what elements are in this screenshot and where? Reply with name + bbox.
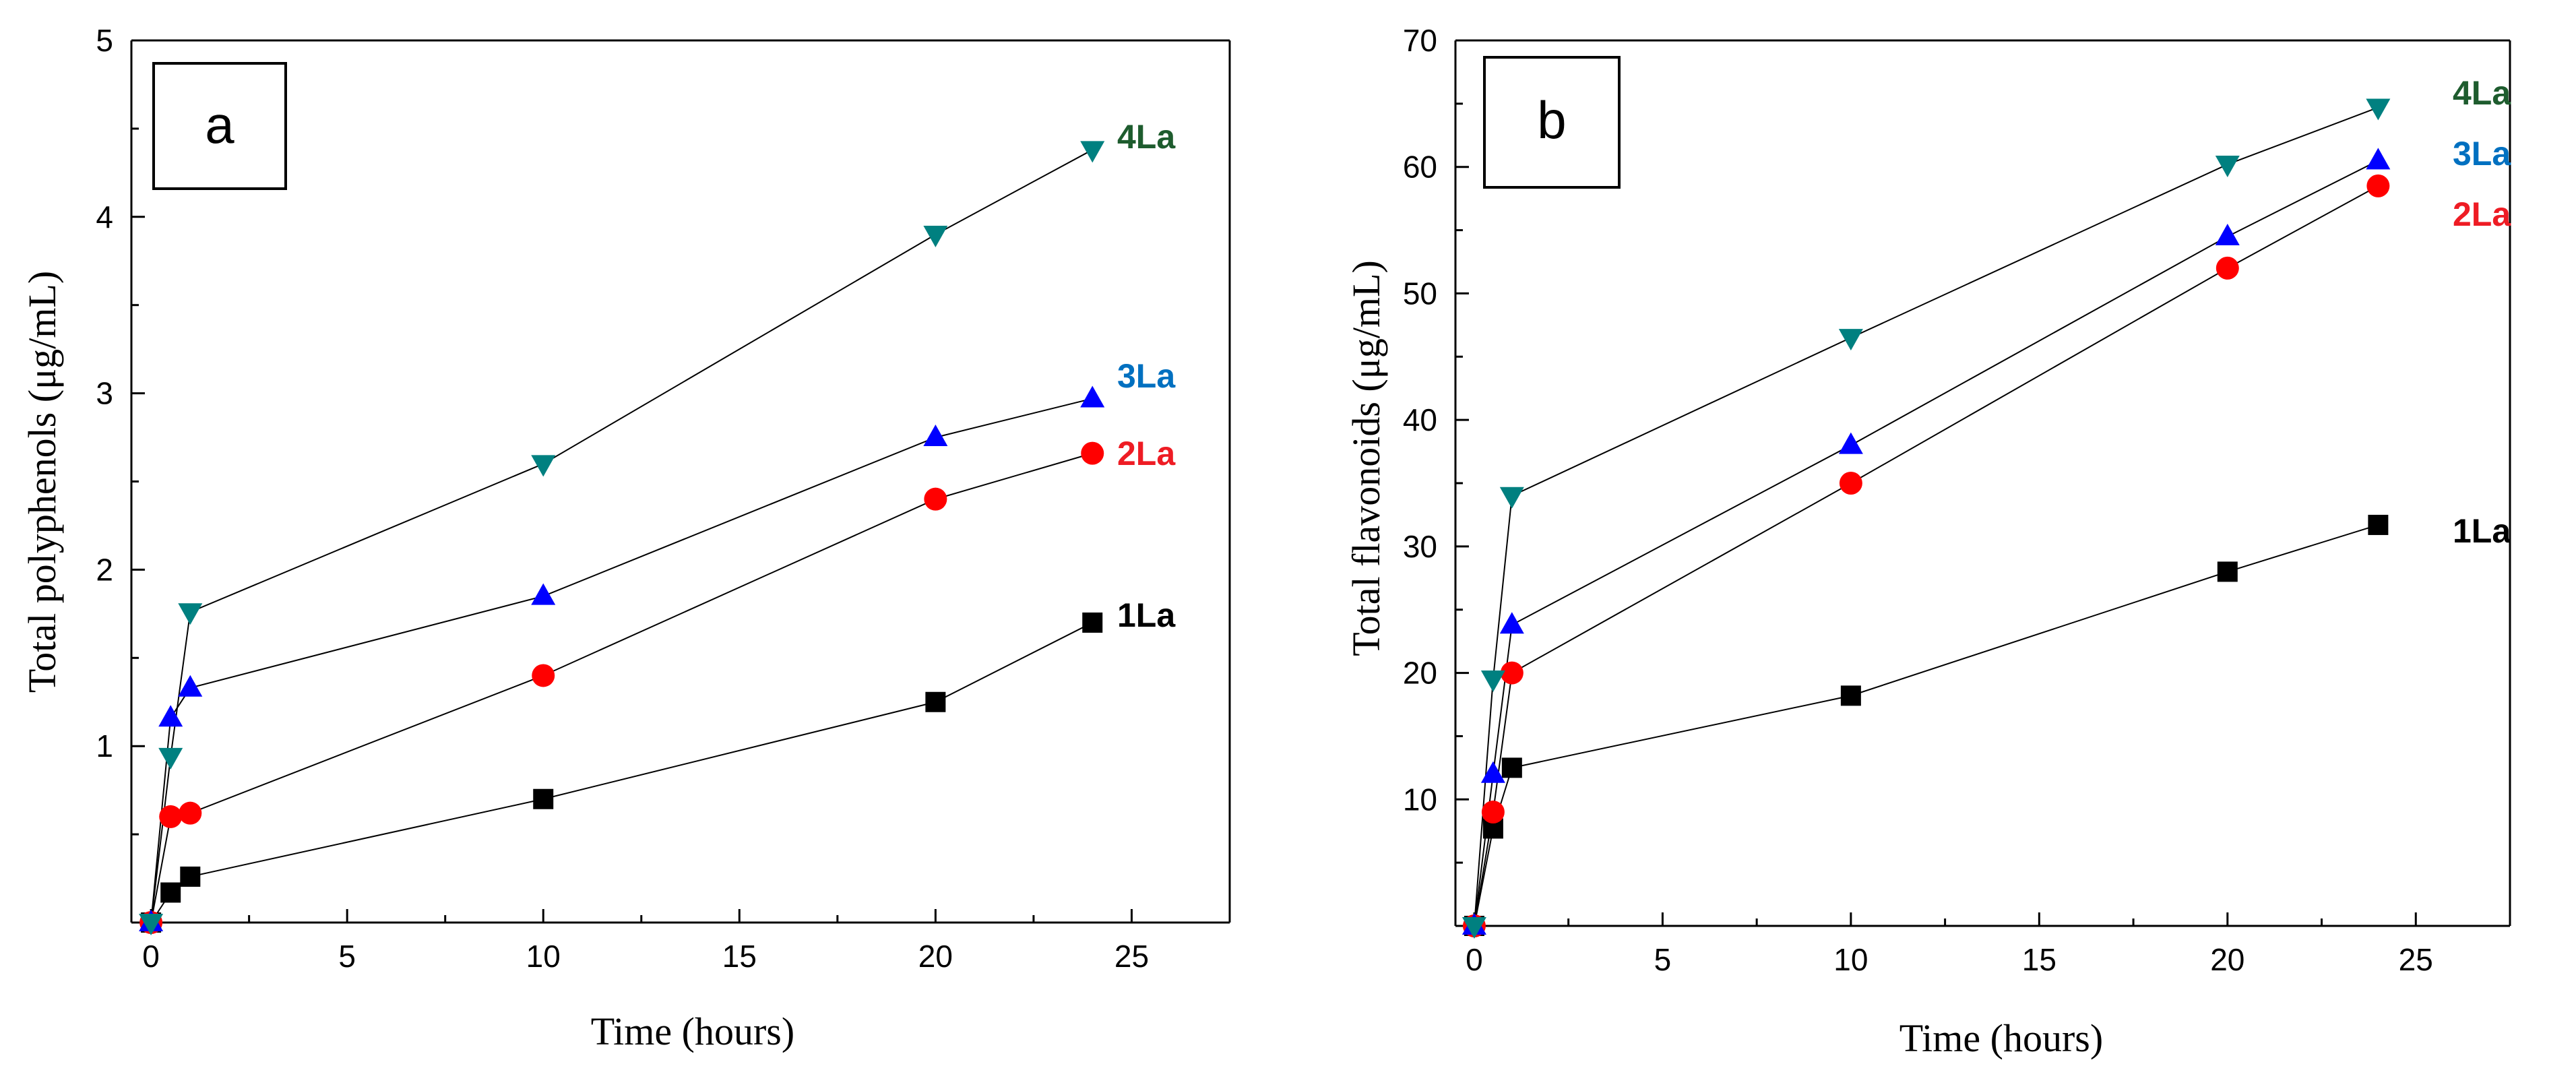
data-point-4La: [158, 747, 183, 770]
x-tick-label: 15: [722, 939, 757, 974]
series-line-4La: [1473, 106, 2379, 927]
data-point-2La: [1081, 441, 1104, 465]
data-point-2La: [532, 664, 555, 687]
axis-ticks: [131, 39, 1133, 923]
data-point-1La: [160, 882, 181, 903]
series-line-2La: [150, 452, 1093, 923]
series-label-3La: 3La: [2453, 135, 2511, 173]
x-tick-label: 15: [2022, 942, 2056, 977]
data-point-3La: [531, 583, 556, 605]
x-tick-label: 25: [1114, 939, 1149, 974]
series-line-4La: [150, 149, 1093, 923]
series-label-2La: 2La: [2453, 195, 2511, 233]
data-point-3La: [1838, 432, 1863, 454]
x-tick-label: 5: [338, 939, 356, 974]
y-tick-label: 10: [1403, 782, 1437, 817]
data-point-3La: [158, 705, 183, 727]
tick-labels: 0 5 10 15 20 25 10 20 30 40 50 60 70: [1403, 23, 2433, 977]
data-point-2La: [1481, 801, 1505, 824]
data-point-3La: [178, 675, 203, 697]
series-label-3La: 3La: [1117, 357, 1176, 395]
x-tick-label: 10: [1833, 942, 1868, 977]
y-axis-title: Total polyphenols (μg/mL): [20, 271, 64, 693]
chart-panel-a: 0 5 10 15 20 25 1 2 3 4 5 Time (hours) T…: [20, 23, 1231, 1053]
x-tick-label: 0: [1466, 942, 1483, 977]
data-point-2La: [2366, 174, 2390, 197]
tick-labels: 0 5 10 15 20 25 1 2 3 4 5: [96, 23, 1149, 974]
y-tick-label: 2: [96, 552, 113, 587]
data-point-3La: [923, 425, 948, 447]
panel-label: b: [1537, 90, 1566, 150]
series-label-4La: 4La: [1117, 118, 1176, 156]
series-line-1La: [1473, 524, 2379, 927]
series-label-1La: 1La: [1117, 596, 1176, 634]
data-point-4La: [923, 225, 948, 247]
x-tick-label: 10: [526, 939, 561, 974]
panel-label-box: [152, 62, 287, 190]
data-point-4La: [1462, 917, 1486, 939]
data-point-1La: [925, 691, 946, 712]
series-label-1La: 1La: [2453, 512, 2511, 550]
data-point-2La: [179, 801, 202, 825]
x-tick-label: 0: [142, 939, 160, 974]
series-line-3La: [1473, 160, 2379, 927]
data-point-1La: [180, 866, 201, 887]
data-point-2La: [1839, 472, 1862, 495]
data-point-1La: [1082, 612, 1103, 633]
y-tick-label: 40: [1403, 402, 1437, 437]
data-point-4La: [2366, 98, 2391, 121]
panel-label-box: [1483, 56, 1621, 189]
x-tick-label: 5: [1654, 942, 1672, 977]
data-point-1La: [2368, 514, 2389, 535]
data-point-4La: [2215, 155, 2240, 177]
data-point-4La: [1499, 487, 1524, 509]
y-tick-label: 30: [1403, 529, 1437, 564]
data-point-3La: [1499, 612, 1524, 634]
series-label-4La: 4La: [2453, 74, 2511, 112]
x-tick-label: 20: [2210, 942, 2244, 977]
data-point-2La: [159, 805, 183, 828]
data-point-4La: [1838, 329, 1863, 351]
chart-panel-b: 0 5 10 15 20 25 10 20 30 40 50 60 70 Tim…: [1344, 23, 2511, 1060]
data-point-3La: [2366, 148, 2391, 170]
x-tick-label: 20: [918, 939, 953, 974]
data-point-2La: [2216, 256, 2239, 280]
y-tick-label: 60: [1403, 150, 1437, 185]
data-point-3La: [1080, 385, 1105, 408]
y-tick-label: 1: [96, 728, 113, 763]
data-point-4La: [139, 914, 164, 935]
y-tick-label: 4: [96, 199, 113, 235]
series-label-2La: 2La: [1117, 435, 1176, 472]
y-tick-label: 20: [1403, 656, 1437, 691]
series-group: [139, 141, 1105, 935]
data-point-1La: [1501, 757, 1522, 778]
y-tick-label: 3: [96, 376, 113, 411]
data-point-3La: [2215, 223, 2240, 245]
y-tick-label: 5: [96, 23, 113, 58]
x-tick-label: 25: [2399, 942, 2433, 977]
data-point-1La: [1840, 685, 1861, 706]
data-point-3La: [1480, 761, 1505, 783]
data-point-4La: [1480, 670, 1505, 692]
panel-label: a: [205, 95, 234, 154]
x-axis-title: Time (hours): [591, 1009, 794, 1053]
data-point-2La: [1500, 661, 1523, 685]
series-group: [1462, 98, 2391, 939]
x-axis-title: Time (hours): [1899, 1016, 2103, 1060]
data-point-4La: [1080, 141, 1105, 163]
data-point-1La: [533, 788, 554, 809]
y-axis-title: Total flavonoids (μg/mL): [1344, 260, 1388, 656]
y-tick-label: 70: [1403, 23, 1437, 58]
data-point-4La: [531, 455, 556, 477]
y-tick-label: 50: [1403, 276, 1437, 311]
data-point-2La: [924, 487, 947, 511]
data-point-4La: [178, 603, 203, 625]
data-point-1La: [2217, 561, 2238, 582]
